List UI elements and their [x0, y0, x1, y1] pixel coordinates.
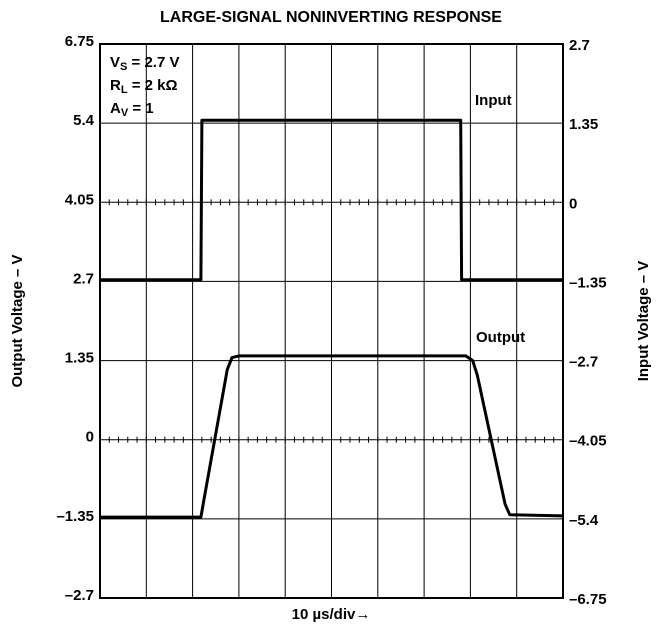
- annotation-value: = 1: [128, 100, 153, 117]
- y2-tick-label: –6.75: [569, 591, 607, 608]
- annotation-subscript: L: [121, 84, 128, 96]
- series-label: Output: [476, 329, 525, 346]
- annotation-subscript: V: [121, 107, 129, 119]
- y2-tick-label: –1.35: [569, 274, 607, 291]
- y2-axis-label: Input Voltage – V: [635, 261, 652, 382]
- y2-tick-label: –2.7: [569, 354, 598, 371]
- y2-tick-label: –5.4: [569, 512, 599, 529]
- y-tick-label: 5.4: [73, 112, 95, 129]
- annotation: VS = 2.7 V: [110, 54, 179, 73]
- y-tick-label: 4.05: [65, 191, 94, 208]
- y-tick-label: 6.75: [65, 33, 94, 50]
- annotation-symbol: A: [110, 100, 121, 117]
- y-axis-label: Output Voltage – V: [9, 254, 26, 387]
- line-series: [100, 354, 564, 519]
- y2-tick-label: –4.05: [569, 433, 607, 450]
- annotation: AV = 1: [110, 100, 154, 119]
- y2-tick-label: 1.35: [569, 116, 598, 133]
- y-tick-label: 0: [86, 429, 94, 446]
- plot-frame: [99, 43, 564, 599]
- series-label: Input: [475, 92, 512, 109]
- annotation-value: = 2.7 V: [127, 54, 179, 71]
- y-tick-label: –2.7: [65, 587, 94, 604]
- annotation-symbol: R: [110, 77, 121, 94]
- y-tick-label: 1.35: [65, 350, 94, 367]
- annotation-subscript: S: [120, 61, 127, 73]
- chart-title: LARGE-SIGNAL NONINVERTING RESPONSE: [160, 9, 502, 26]
- annotation-value: = 2 kΩ: [128, 77, 178, 94]
- annotation: RL = 2 kΩ: [110, 77, 178, 96]
- annotation-symbol: V: [110, 54, 120, 71]
- y2-tick-label: 2.7: [569, 37, 590, 54]
- y-tick-label: 2.7: [73, 270, 94, 287]
- y2-tick-label: 0: [569, 195, 577, 212]
- line-series: [100, 118, 563, 282]
- x-axis-label: 10 µs/div→: [292, 606, 371, 623]
- y-tick-label: –1.35: [56, 508, 94, 525]
